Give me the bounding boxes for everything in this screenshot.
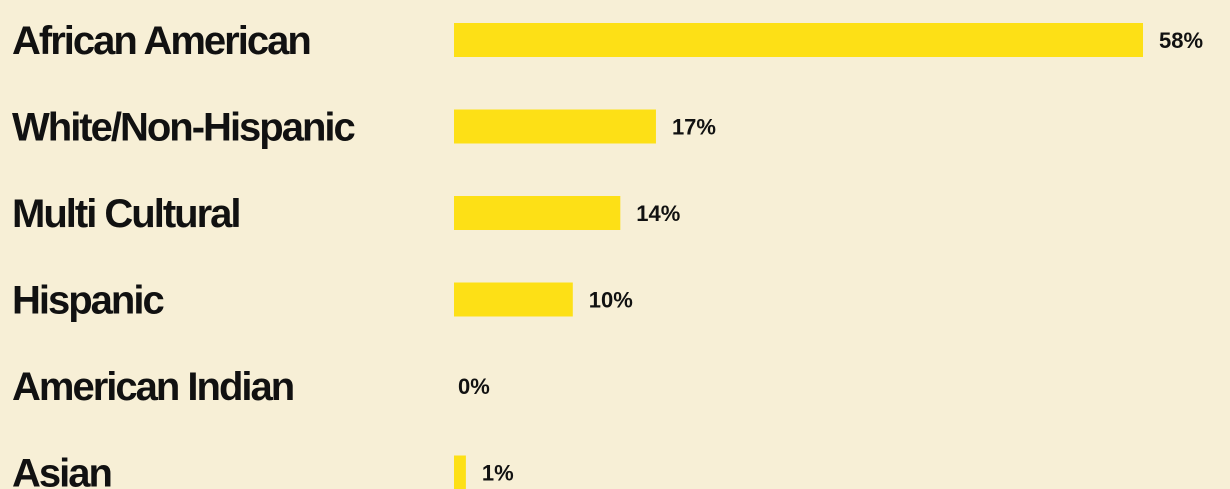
value-label: 1% xyxy=(482,461,514,486)
bar-rows: African American 58% White/Non-Hispanic 17%… xyxy=(12,19,1203,489)
bar-row: Multi Cultural 14% xyxy=(12,192,680,236)
bar xyxy=(454,455,466,489)
bar-row: Asian 1% xyxy=(12,452,514,489)
bar-row: American Indian 0% xyxy=(12,365,490,409)
value-label: 0% xyxy=(458,374,490,399)
category-label: Hispanic xyxy=(12,279,164,323)
category-label: White/Non-Hispanic xyxy=(12,106,356,150)
value-label: 14% xyxy=(636,201,680,226)
category-label: African American xyxy=(12,19,310,63)
bar-row: African American 58% xyxy=(12,19,1203,63)
category-label: American Indian xyxy=(12,365,293,409)
bar-row: White/Non-Hispanic 17% xyxy=(12,106,716,150)
value-label: 58% xyxy=(1159,28,1203,53)
bar xyxy=(454,282,573,317)
category-label: Asian xyxy=(12,452,111,489)
bar-row: Hispanic 10% xyxy=(12,279,633,323)
value-label: 10% xyxy=(589,288,633,313)
value-label: 17% xyxy=(672,115,716,140)
bar xyxy=(454,196,621,230)
bar xyxy=(454,23,1143,57)
category-label: Multi Cultural xyxy=(12,192,240,236)
bar xyxy=(454,109,656,144)
